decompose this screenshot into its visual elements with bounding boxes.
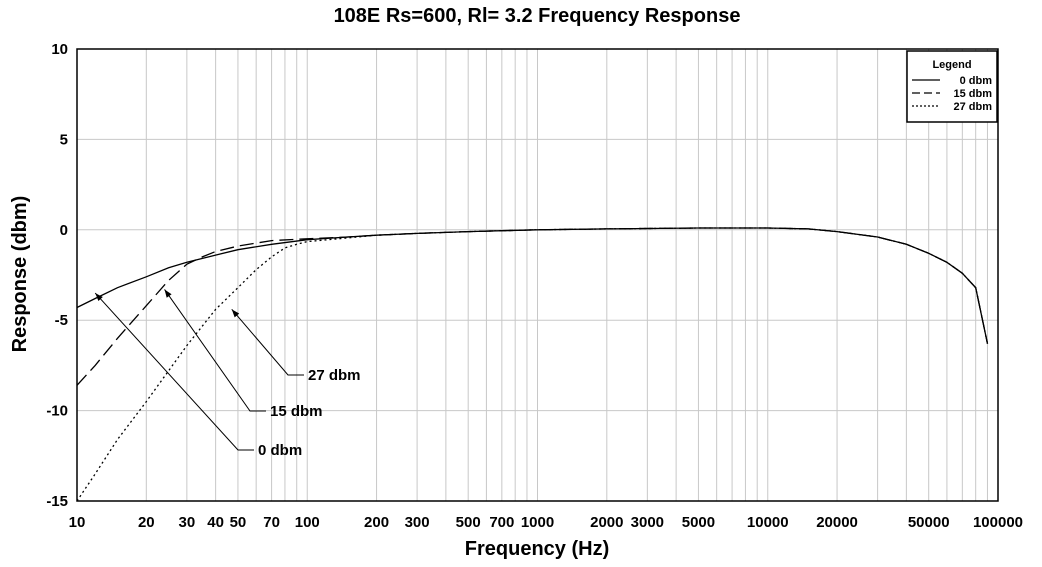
x-tick-label: 20	[138, 514, 155, 531]
series-line-0-dbm	[76, 227, 989, 344]
annotation-label: 0 dbm	[258, 442, 302, 459]
x-tick-label: 300	[405, 514, 430, 531]
x-tick-label: 20000	[816, 514, 858, 531]
y-tick-label: 5	[60, 131, 68, 148]
x-tick-label: 200	[364, 514, 389, 531]
annotation-arrowhead	[95, 293, 103, 302]
legend-entry-label: 15 dbm	[953, 88, 992, 100]
series-line-15-dbm	[76, 227, 989, 386]
y-tick-label: 10	[51, 41, 68, 58]
y-tick-label: -5	[55, 312, 68, 329]
x-tick-label: 700	[489, 514, 514, 531]
x-tick-label: 10	[69, 514, 86, 531]
x-tick-label: 3000	[631, 514, 664, 531]
annotation-callout: 0 dbm	[94, 292, 302, 459]
plot-area-border	[76, 48, 999, 502]
x-tick-label: 2000	[590, 514, 623, 531]
y-tick-label: -15	[46, 493, 68, 510]
y-axis-title: Response (dbm)	[9, 196, 31, 353]
legend-box	[906, 50, 998, 123]
chart-title: 108E Rs=600, Rl= 3.2 Frequency Response	[334, 5, 741, 27]
x-axis-title: Frequency (Hz)	[465, 538, 609, 560]
annotation-leader-line	[231, 309, 304, 376]
x-tick-label: 10000	[747, 514, 789, 531]
x-tick-label: 500	[456, 514, 481, 531]
x-tick-label: 50000	[908, 514, 950, 531]
annotation-leader-line	[94, 292, 254, 451]
legend-entry-label: 0 dbm	[960, 75, 993, 87]
annotation-label: 15 dbm	[270, 403, 323, 420]
x-tick-label: 1000	[521, 514, 554, 531]
legend-entry-label: 27 dbm	[953, 101, 992, 113]
y-tick-label: -10	[46, 403, 68, 420]
annotation-callout: 27 dbm	[231, 309, 361, 384]
x-tick-label: 50	[230, 514, 247, 531]
annotation-callout: 15 dbm	[164, 289, 323, 420]
x-tick-label: 40	[207, 514, 224, 531]
annotation-arrowhead	[164, 289, 172, 298]
x-tick-label: 100	[295, 514, 320, 531]
y-tick-label: 0	[60, 222, 68, 239]
x-tick-label: 30	[179, 514, 196, 531]
series-line-27-dbm	[76, 227, 989, 502]
annotation-leader-line	[164, 289, 266, 412]
annotation-arrowhead	[231, 309, 240, 318]
x-tick-label: 100000	[973, 514, 1023, 531]
x-tick-label: 70	[263, 514, 280, 531]
annotation-label: 27 dbm	[308, 367, 361, 384]
legend-title: Legend	[932, 59, 971, 71]
x-tick-label: 5000	[682, 514, 715, 531]
